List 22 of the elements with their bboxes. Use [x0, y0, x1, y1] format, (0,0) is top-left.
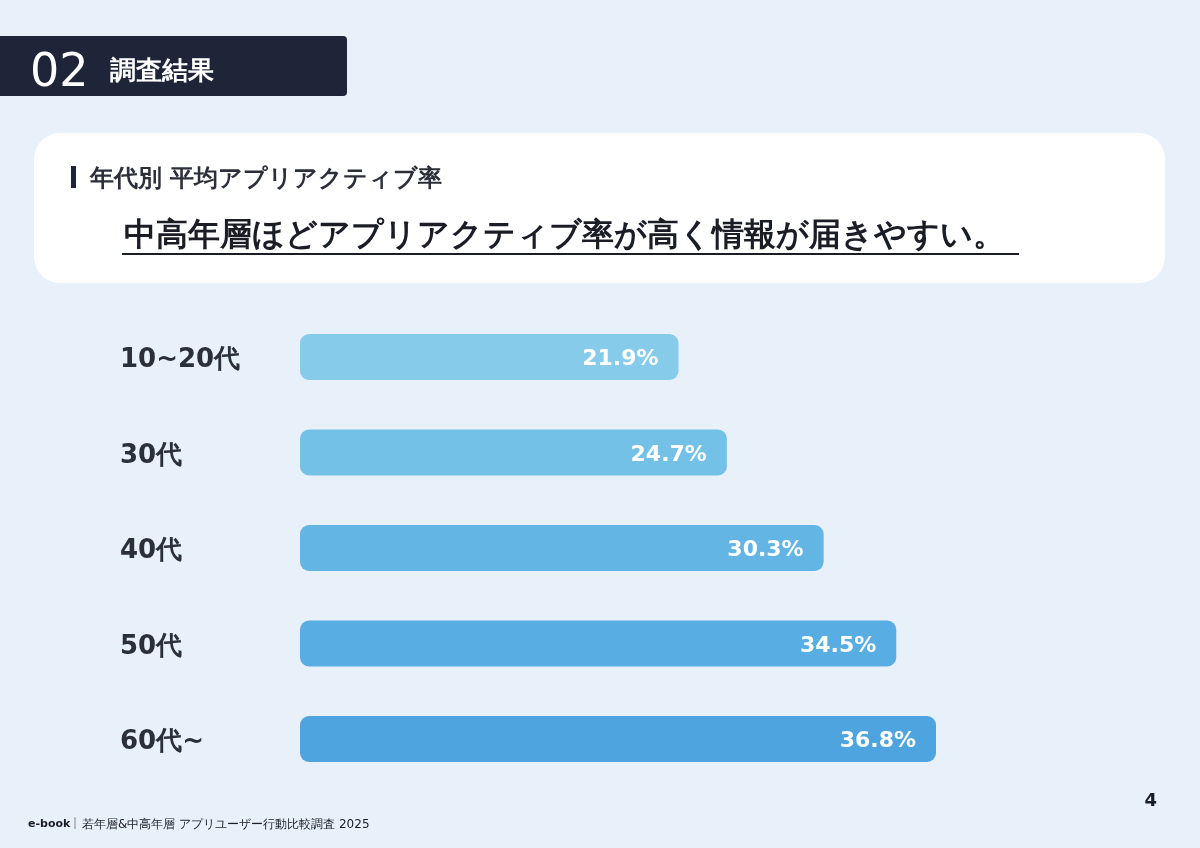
chart-title: 中高年層ほどアプリアクティブ率が高く情報が届きやすい。	[124, 215, 1005, 253]
text: 4	[1144, 789, 1157, 810]
text: 02	[30, 43, 89, 97]
y-tick-label: 30代	[120, 438, 183, 469]
bar	[300, 620, 897, 667]
bar	[300, 525, 824, 571]
text: 若年層&中高年層 アプリユーザー行動比較調査 2025	[82, 817, 370, 831]
y-tick-label: 40代	[120, 534, 183, 564]
chart-subtitle: 年代別 平均アプリアクティブ率	[89, 164, 443, 192]
data-label: 30.3%	[727, 536, 804, 561]
bar	[300, 716, 936, 762]
data-label: 21.9%	[582, 345, 659, 370]
data-label: 34.5%	[799, 631, 877, 657]
bar	[300, 429, 727, 476]
data-label: 36.8%	[839, 727, 916, 752]
bar	[300, 334, 679, 380]
text: e-book	[28, 817, 72, 830]
y-tick-label: 10~20代	[120, 343, 241, 373]
data-label: 24.7%	[630, 440, 707, 466]
text: 調査結果	[110, 55, 214, 85]
y-tick-label: 60代~	[120, 725, 204, 755]
y-tick-label: 50代	[120, 629, 183, 660]
